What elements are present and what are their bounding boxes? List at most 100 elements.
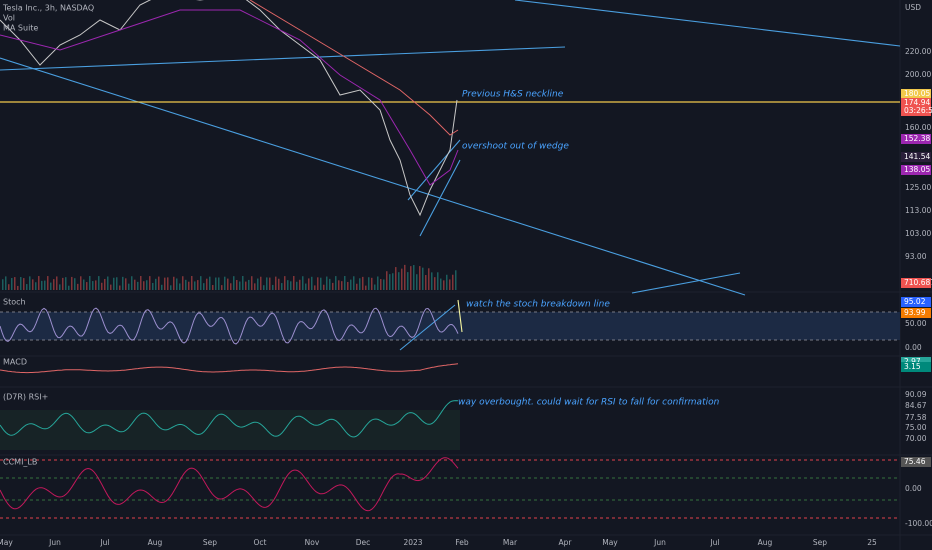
volume-bar <box>23 278 25 290</box>
volume-bar <box>113 277 115 290</box>
volume-bar <box>62 277 64 290</box>
volume-bar <box>146 280 148 290</box>
volume-bar <box>335 276 337 290</box>
volume-bar <box>326 276 328 290</box>
volume-bar <box>140 276 142 290</box>
stoch-axis: 50.00 <box>905 319 927 328</box>
volume-bar <box>83 279 85 290</box>
price-axis: 160.00 <box>905 123 931 132</box>
volume-bar <box>227 278 229 290</box>
volume-bar <box>11 277 13 290</box>
volume-bar <box>224 276 226 290</box>
badge-bg <box>901 134 931 144</box>
volume-bar <box>290 281 292 290</box>
volume-bar <box>239 281 241 290</box>
volume-bar <box>2 279 4 290</box>
stoch-axis: 95.02 <box>904 297 926 306</box>
stoch-axis: 0.00 <box>905 343 922 352</box>
volume-bar <box>152 282 154 290</box>
volume-bar <box>158 276 160 290</box>
volume-bar <box>428 268 430 290</box>
volume-bar <box>359 278 361 290</box>
volume-bar <box>404 264 406 290</box>
volume-bar <box>41 280 43 290</box>
volume-bar <box>365 285 367 290</box>
volume-bar <box>92 281 94 290</box>
annotations: Previous H&S neckline <box>462 90 564 100</box>
time-axis: Jul <box>709 538 719 547</box>
volume-bar <box>248 279 250 290</box>
price-axis: 103.00 <box>905 229 931 238</box>
badge-bg <box>901 308 931 318</box>
badge-bg <box>901 106 931 116</box>
volume-bar <box>128 283 130 290</box>
time-axis: Dec <box>356 538 371 547</box>
volume-bar <box>416 274 418 290</box>
volume-bar <box>98 276 100 290</box>
ma-purple <box>0 9 459 186</box>
volume-bar <box>203 283 205 290</box>
time-axis: Apr <box>559 538 573 547</box>
badge-bg <box>901 152 931 162</box>
price-axis: 220.00 <box>905 47 931 56</box>
volume-bar <box>368 277 370 290</box>
time-axis: Aug <box>148 538 163 547</box>
volume-bar <box>401 268 403 290</box>
volume-bar <box>311 276 313 290</box>
time-axis: Mar <box>503 538 518 547</box>
time-axis: May <box>0 538 13 547</box>
volume-bar <box>65 277 67 290</box>
price-line <box>0 0 458 217</box>
price-axis: 125.00 <box>905 183 931 192</box>
volume-bar <box>398 272 400 290</box>
volume-bar <box>317 277 319 290</box>
volume-bar <box>8 284 10 290</box>
time-axis: Oct <box>254 538 267 547</box>
volume-bar <box>425 275 427 290</box>
volume-bar <box>269 277 271 290</box>
badge-bg <box>901 89 931 99</box>
volume-bar <box>191 276 193 290</box>
volume-bar <box>254 283 256 290</box>
volume-bar <box>260 276 262 290</box>
volume-bar <box>341 281 343 290</box>
volume <box>2 264 457 290</box>
volume-bar <box>209 276 211 290</box>
volume-bar <box>14 277 16 290</box>
volume-bar <box>434 277 436 290</box>
time-axis: Jul <box>99 538 109 547</box>
volume-bar <box>419 266 421 290</box>
volume-bar <box>383 279 385 290</box>
volume-bar <box>338 280 340 290</box>
rsi-axis: 77.58 <box>905 413 927 422</box>
volume-bar <box>440 278 442 290</box>
volume-bar <box>296 281 298 290</box>
volume-bar <box>29 276 31 290</box>
volume-bar <box>89 276 91 290</box>
volume-bar <box>437 272 439 290</box>
volume-bar <box>134 279 136 290</box>
volume-bar <box>86 282 88 290</box>
price-badges: 03:26:58 <box>904 106 932 115</box>
volume-bar <box>314 285 316 290</box>
volume-bar <box>299 279 301 290</box>
time-axis: Sep <box>203 538 217 547</box>
volume-bar <box>332 282 334 290</box>
price-axis: USD <box>905 3 921 12</box>
time-axis: 2023 <box>403 538 422 547</box>
volume-bar <box>230 283 232 290</box>
volume-bar <box>263 285 265 290</box>
price-axis: 200.00 <box>905 70 931 79</box>
annotations: overshoot out of wedge <box>462 142 569 152</box>
volume-bar <box>143 281 145 290</box>
volume-bar <box>155 278 157 290</box>
header-volume: Vol <box>3 14 15 23</box>
header-ma: MA Suite <box>3 24 38 33</box>
badge-bg <box>901 165 931 175</box>
panes: (D7R) RSI+ <box>3 393 48 402</box>
volume-bar <box>131 276 133 290</box>
volume-bar <box>206 278 208 290</box>
volume-bar <box>50 282 52 290</box>
ccmi-line <box>0 457 459 512</box>
